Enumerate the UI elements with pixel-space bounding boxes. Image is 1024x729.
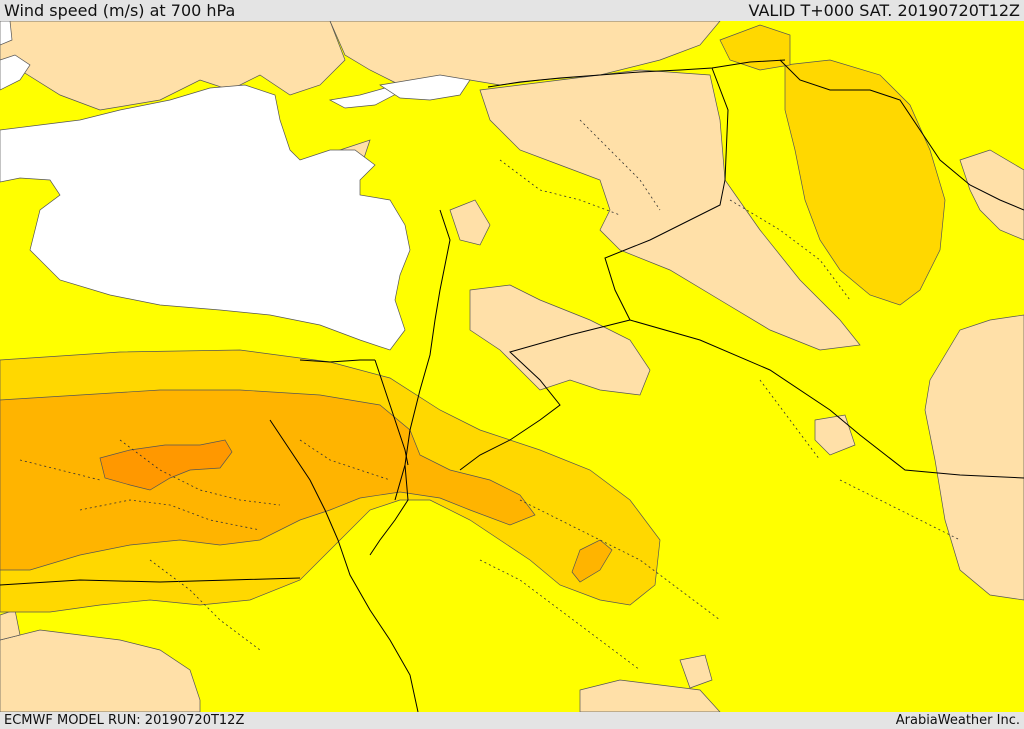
wind-speed-map: [0, 21, 1024, 712]
band-max-egypt: [99, 439, 233, 491]
sea-black-sea-edge: [0, 21, 13, 46]
coast-gulf-aqaba: [369, 464, 409, 556]
low-wind-turkey-west: [0, 21, 346, 111]
map-title: Wind speed (m/s) at 700 hPa: [4, 1, 236, 20]
valid-time: VALID T+000 SAT. 20190720T12Z: [748, 1, 1020, 20]
band-high-mesopotamia: [784, 59, 946, 306]
low-wind-arabia-south: [579, 679, 721, 712]
low-wind-jordan: [469, 284, 651, 396]
low-wind-syria-iraq: [479, 69, 861, 351]
low-wind-sahara: [0, 629, 201, 712]
band-higher-egypt-sinai: [0, 389, 536, 571]
province-boundaries: [19, 119, 961, 671]
footer-bar: ECMWF MODEL RUN: 20190720T12Z ArabiaWeat…: [0, 712, 1024, 729]
sea-masked-areas: [0, 21, 471, 351]
border-iraq-saudi: [629, 319, 1024, 479]
sea-aegean-islands: [0, 54, 31, 91]
low-wind-iraq-south: [814, 414, 856, 456]
sea-mediterranean: [0, 84, 411, 351]
border-turkey-syria: [487, 59, 786, 88]
border-egypt-sudan: [0, 577, 301, 586]
country-borders: [0, 59, 1024, 712]
high-wind-areas: [0, 24, 946, 613]
map-canvas: [0, 21, 1024, 712]
low-wind-gulf: [924, 314, 1024, 601]
border-syria-iraq: [604, 67, 729, 321]
border-saudi-east: [779, 59, 1024, 211]
band-high-persia: [719, 24, 791, 71]
header-bar: Wind speed (m/s) at 700 hPa VALID T+000 …: [0, 0, 1024, 21]
low-wind-caspian-east: [959, 149, 1024, 241]
sea-east-channel: [379, 74, 471, 101]
border-israel-egypt: [374, 359, 409, 466]
low-wind-areas: [0, 21, 1024, 712]
model-run: ECMWF MODEL RUN: 20190720T12Z: [4, 713, 245, 728]
border-syria-lebanon-israel: [394, 209, 451, 501]
low-wind-lebanon: [449, 199, 491, 246]
low-wind-arabia-spot: [679, 654, 713, 689]
credit-label: ArabiaWeather Inc.: [895, 713, 1020, 728]
coast-red-sea: [269, 419, 419, 712]
border-egypt-sinai-coast: [299, 359, 375, 363]
band-higher-saudi-spot: [571, 539, 613, 583]
border-jordan-saudi: [459, 319, 631, 471]
